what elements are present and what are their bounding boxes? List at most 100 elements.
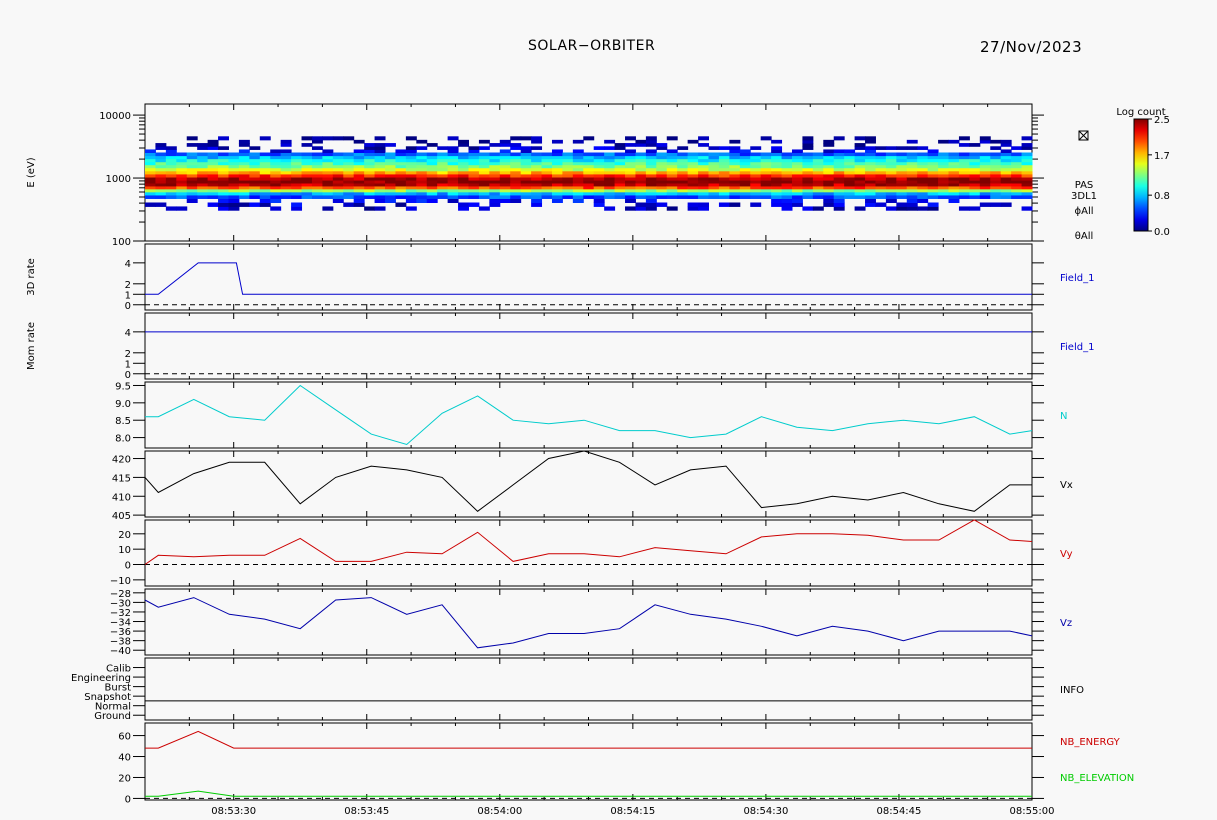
spectrogram-cell <box>656 152 668 157</box>
spectrogram-cell <box>572 152 584 157</box>
spectrogram-cell <box>875 180 887 184</box>
spectrogram-cell <box>228 185 240 190</box>
spectrogram-cell <box>823 185 835 190</box>
spectrogram-cell <box>478 183 490 187</box>
spectrogram-cell <box>364 146 376 150</box>
spectrogram-cell <box>760 183 772 187</box>
y-tick-label: Burst <box>105 683 132 694</box>
spectrogram-cell <box>896 191 908 196</box>
spectrogram-cell <box>604 206 616 211</box>
spectrogram-cell <box>395 177 407 181</box>
spectrogram-cell <box>958 177 970 181</box>
spectrogram-cell <box>343 202 355 207</box>
spectrogram-cell <box>656 194 668 199</box>
spectrogram-cell <box>718 167 730 172</box>
spectrogram-cell <box>353 155 365 160</box>
spectrogram-cell <box>228 173 240 178</box>
spectrogram-cell <box>551 164 563 169</box>
spectrogram-cell <box>979 152 991 157</box>
spectrogram-cell <box>197 161 209 166</box>
spectrogram-cell <box>781 173 793 178</box>
spectrogram-cell <box>218 177 229 181</box>
spectrogram-cell <box>186 161 198 166</box>
spectrogram-cell <box>395 155 407 160</box>
spectrogram-cell <box>562 180 574 184</box>
spectrogram-cell <box>468 173 480 178</box>
spectrogram-cell <box>666 180 678 184</box>
spectrogram-cell <box>531 180 543 184</box>
spectrogram-cell <box>374 177 386 181</box>
spectrogram-cell <box>489 164 501 169</box>
colorbar-tick-label: 0.8 <box>1154 191 1170 202</box>
spectrogram-cell <box>176 180 188 184</box>
spectrogram-cell <box>645 139 657 144</box>
spectrogram-cell <box>280 152 292 157</box>
spectrogram-cell <box>551 161 563 166</box>
spectrogram-cell <box>510 136 522 141</box>
spectrogram-cell <box>551 191 563 196</box>
spectrogram-cell <box>635 180 647 184</box>
spectrogram-cell <box>917 177 929 181</box>
spectrogram-cell <box>750 185 762 190</box>
spectrogram-cell <box>791 152 803 157</box>
spectrogram-cell <box>593 155 605 160</box>
spectrogram-cell <box>385 161 396 166</box>
spectrogram-cell <box>1021 180 1033 184</box>
spectrogram-cell <box>958 206 970 211</box>
spectrogram-cell <box>823 139 835 144</box>
spectrogram-cell <box>906 170 918 175</box>
y-tick-label: 20 <box>118 773 131 784</box>
spectrogram-cell <box>604 170 616 175</box>
spectrogram-cell <box>917 173 929 178</box>
spectrogram-cell <box>906 139 918 144</box>
spectrogram-cell <box>1021 143 1033 147</box>
spectrogram-cell <box>833 180 845 184</box>
spectrogram-cell <box>750 194 762 199</box>
spectrogram-cell <box>301 170 313 175</box>
spectrogram-cell <box>938 191 950 196</box>
spectrogram-cell <box>145 202 156 207</box>
spectrogram-cell <box>625 173 636 178</box>
spectrogram-cell <box>165 149 177 153</box>
spectrogram-cell <box>322 152 334 157</box>
spectrogram-cell <box>489 188 501 193</box>
spectrogram-cell <box>291 161 303 166</box>
spectrogram-cell <box>698 136 710 141</box>
spectrogram-cell <box>238 173 250 178</box>
spectrogram-cell <box>771 139 783 144</box>
spectrogram-cell <box>781 158 793 163</box>
spectrogram-cell <box>458 202 469 207</box>
spectrogram-cell <box>906 173 918 178</box>
spectrogram-cell <box>781 180 793 184</box>
spectrogram-cell <box>990 180 1002 184</box>
spectrogram-cell <box>531 158 543 163</box>
y-tick-label: −32 <box>110 608 131 619</box>
spectrogram-cell <box>625 206 636 211</box>
spectrogram-cell <box>207 185 219 190</box>
spectrogram-cell <box>176 155 188 160</box>
spectrogram-cell <box>844 167 856 172</box>
spectrogram-cell <box>906 158 918 163</box>
spectrogram-cell <box>802 173 814 178</box>
spectrogram-cell <box>155 188 167 193</box>
spectrogram-cell <box>186 183 198 187</box>
spectrogram-cell <box>478 173 490 178</box>
spectrogram-cell <box>823 177 835 181</box>
spectrogram-cell <box>625 155 636 160</box>
spectrogram-cell <box>280 143 292 147</box>
spectrogram-cell <box>280 170 292 175</box>
spectrogram-cell <box>645 164 657 169</box>
y-tick-label: 9.0 <box>115 399 131 410</box>
spectrogram-cell <box>614 177 626 181</box>
spectrogram-cell <box>510 158 522 163</box>
spectrogram-cell <box>218 191 229 196</box>
spectrogram-cell <box>739 177 751 181</box>
spectrogram-cell <box>969 173 981 178</box>
spectrogram-cell <box>875 155 887 160</box>
spectrogram-cell <box>771 180 783 184</box>
spectrogram-cell <box>437 164 449 169</box>
spectrogram-cell <box>687 161 699 166</box>
y-tick-label: 405 <box>112 511 131 522</box>
spectrogram-cell <box>854 183 866 187</box>
